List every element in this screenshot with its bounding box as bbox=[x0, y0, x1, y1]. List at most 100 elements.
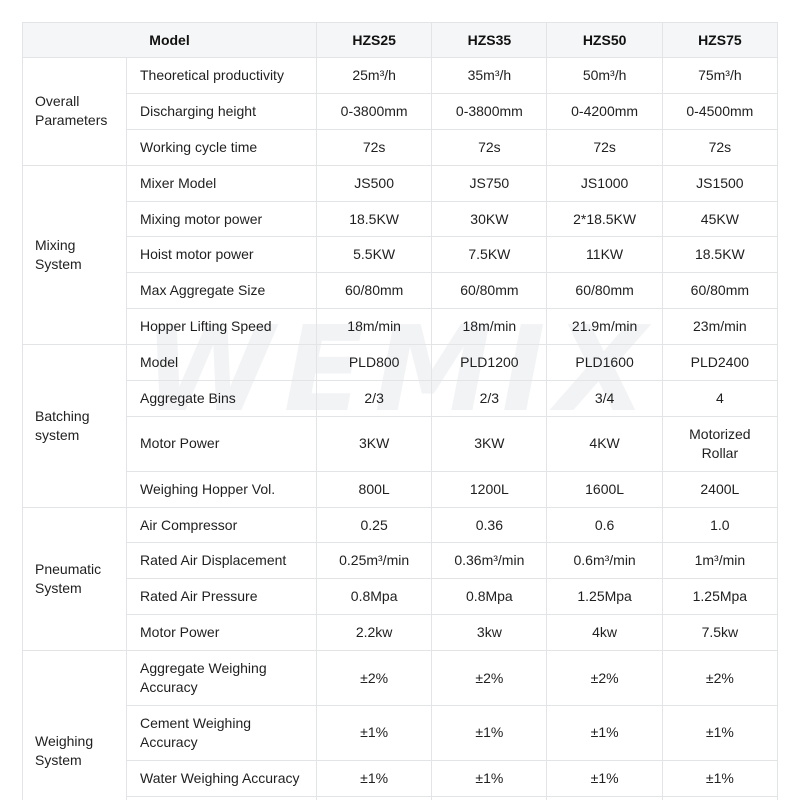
param-label-cell: Rated Air Displacement bbox=[125, 542, 318, 580]
table-row: Max Aggregate Size 60/80mm 60/80mm 60/80mm 6… bbox=[23, 272, 779, 310]
value-cell: 18.5KW bbox=[316, 200, 433, 238]
table-row: Working cycle time 72s 72s 72s 72s bbox=[23, 128, 779, 166]
param-label-cell: Air Compressor bbox=[125, 506, 318, 544]
value-cell: 2*18.5KW bbox=[546, 200, 663, 238]
value-cell: 1.25Mpa bbox=[661, 578, 779, 616]
table-row: Water Weighing Accuracy ±1% ±1% ±1% ±1% bbox=[23, 759, 779, 797]
table-row: Batching system Model PLD800 PLD1200 PLD1600… bbox=[22, 344, 779, 508]
spec-table-header: Model HZS25 HZS35 HZS50 HZS75 bbox=[21, 22, 779, 58]
value-cell: 25m³/h bbox=[316, 57, 433, 94]
value-cell: 45KW bbox=[661, 200, 779, 238]
value-cell: 7.5kw bbox=[661, 614, 779, 652]
group-cell: Mixing System bbox=[22, 164, 127, 346]
value-cell: ±1% bbox=[316, 704, 433, 761]
spec-table-body: Overall Parameters Theoretical productivi… bbox=[22, 57, 779, 800]
value-cell: 2/3 bbox=[431, 380, 548, 417]
value-cell: 11KW bbox=[546, 236, 663, 274]
value-cell: ±1% bbox=[431, 795, 548, 800]
param-label-cell: Weighing Hopper Vol. bbox=[125, 470, 318, 508]
value-cell: 0-3800mm bbox=[316, 92, 433, 130]
value-cell: JS1500 bbox=[661, 164, 779, 202]
table-row: Rated Air Displacement 0.25m³/min 0.36m³/m… bbox=[23, 542, 779, 580]
value-cell: PLD800 bbox=[316, 344, 433, 382]
value-cell: Motorized Rollar bbox=[661, 415, 779, 472]
value-cell: 0-3800mm bbox=[431, 92, 548, 130]
value-cell: 18.5KW bbox=[661, 236, 779, 274]
value-cell: 2400L bbox=[661, 470, 779, 508]
param-label-cell: Hopper Lifting Speed bbox=[125, 308, 318, 346]
value-cell: 23m/min bbox=[661, 308, 779, 346]
param-label-cell: Additive Weighing Accuracy bbox=[125, 795, 318, 800]
value-cell: 35m³/h bbox=[431, 57, 548, 94]
value-cell: ±1% bbox=[546, 704, 663, 761]
value-cell: ±1% bbox=[431, 704, 548, 761]
table-row: Pneumatic System Air Compressor 0.25 0.36 0.… bbox=[22, 506, 779, 652]
param-label-cell: Mixing motor power bbox=[125, 200, 318, 238]
param-label-cell: Rated Air Pressure bbox=[125, 578, 318, 616]
header-col-hzs25: HZS25 bbox=[316, 22, 433, 58]
table-row: Hopper Lifting Speed 18m/min 18m/min 21.9m/… bbox=[23, 308, 779, 346]
value-cell: PLD1600 bbox=[546, 344, 663, 382]
value-cell: 60/80mm bbox=[316, 272, 433, 310]
value-cell: ±1% bbox=[661, 704, 779, 761]
value-cell: 1.25Mpa bbox=[546, 578, 663, 616]
value-cell: ±1% bbox=[316, 795, 433, 800]
param-label-cell: Cement Weighing Accuracy bbox=[125, 704, 318, 761]
table-row: Weighing System Aggregate Weighing Accura… bbox=[22, 650, 779, 800]
value-cell: 50m³/h bbox=[546, 57, 663, 94]
header-col-hzs35: HZS35 bbox=[431, 22, 548, 58]
param-label-cell: Working cycle time bbox=[125, 128, 318, 166]
param-label-cell: Theoretical productivity bbox=[125, 57, 318, 94]
value-cell: ±1% bbox=[431, 759, 548, 797]
value-cell: 1.0 bbox=[661, 506, 779, 544]
table-row: Mixing System Mixer Model JS500 JS750 JS1000… bbox=[22, 164, 779, 346]
table-row: Mixing motor power 18.5KW 30KW 2*18.5KW 45KW bbox=[23, 200, 779, 238]
param-label-cell: Water Weighing Accuracy bbox=[125, 759, 318, 797]
value-cell: 3/4 bbox=[546, 380, 663, 417]
table-row: Discharging height 0-3800mm 0-3800mm 0-4200… bbox=[23, 92, 779, 130]
value-cell: 4kw bbox=[546, 614, 663, 652]
table-row: Additive Weighing Accuracy±1%±1%±1%±1% bbox=[23, 795, 779, 800]
table-row: Motor Power 2.2kw 3kw 4kw 7.5kw bbox=[23, 614, 779, 652]
table-row: Hoist motor power 5.5KW 7.5KW 11KW 18.5KW bbox=[23, 236, 779, 274]
header-col-hzs75: HZS75 bbox=[661, 22, 779, 58]
value-cell: 0.36 bbox=[431, 506, 548, 544]
value-cell: 72s bbox=[661, 128, 779, 166]
spec-table: Model HZS25 HZS35 HZS50 HZS75 Overall Pa… bbox=[21, 22, 779, 800]
value-cell: 75m³/h bbox=[661, 57, 779, 94]
param-label-cell: Mixer Model bbox=[125, 164, 318, 202]
value-cell: 0.25 bbox=[316, 506, 433, 544]
value-cell: ±1% bbox=[316, 759, 433, 797]
value-cell: ±2% bbox=[316, 650, 433, 706]
param-label-cell: Aggregate Weighing Accuracy bbox=[125, 650, 318, 706]
table-row: Motor Power 3KW 3KW 4KW Motorized Rollar bbox=[23, 415, 779, 472]
group-cell: Batching system bbox=[22, 344, 127, 508]
value-cell: 3kw bbox=[431, 614, 548, 652]
table-row: Aggregate Bins 2/3 2/3 3/4 4 bbox=[23, 380, 779, 417]
value-cell: 72s bbox=[431, 128, 548, 166]
table-row: Cement Weighing Accuracy ±1% ±1% ±1% ±1% bbox=[23, 704, 779, 761]
value-cell: ±2% bbox=[431, 650, 548, 706]
value-cell: 0.8Mpa bbox=[431, 578, 548, 616]
param-label-cell: Discharging height bbox=[125, 92, 318, 130]
table-row: Weighing Hopper Vol. 800L 1200L 1600L 2400L bbox=[23, 470, 779, 508]
value-cell: ±1% bbox=[661, 759, 779, 797]
value-cell: PLD1200 bbox=[431, 344, 548, 382]
group-cell: Pneumatic System bbox=[22, 506, 127, 652]
value-cell: 72s bbox=[546, 128, 663, 166]
value-cell: JS500 bbox=[316, 164, 433, 202]
value-cell: 4 bbox=[661, 380, 779, 417]
value-cell: 0-4500mm bbox=[661, 92, 779, 130]
value-cell: 7.5KW bbox=[431, 236, 548, 274]
value-cell: ±1% bbox=[546, 759, 663, 797]
group-cell: Overall Parameters bbox=[22, 57, 127, 166]
value-cell: 0.36m³/min bbox=[431, 542, 548, 580]
table-row: Rated Air Pressure 0.8Mpa 0.8Mpa 1.25Mpa 1.2… bbox=[23, 578, 779, 616]
header-model: Model bbox=[21, 22, 318, 58]
value-cell: ±1% bbox=[661, 795, 779, 800]
value-cell: ±2% bbox=[546, 650, 663, 706]
value-cell: 72s bbox=[316, 128, 433, 166]
value-cell: 0-4200mm bbox=[546, 92, 663, 130]
param-label-cell: Model bbox=[125, 344, 318, 382]
